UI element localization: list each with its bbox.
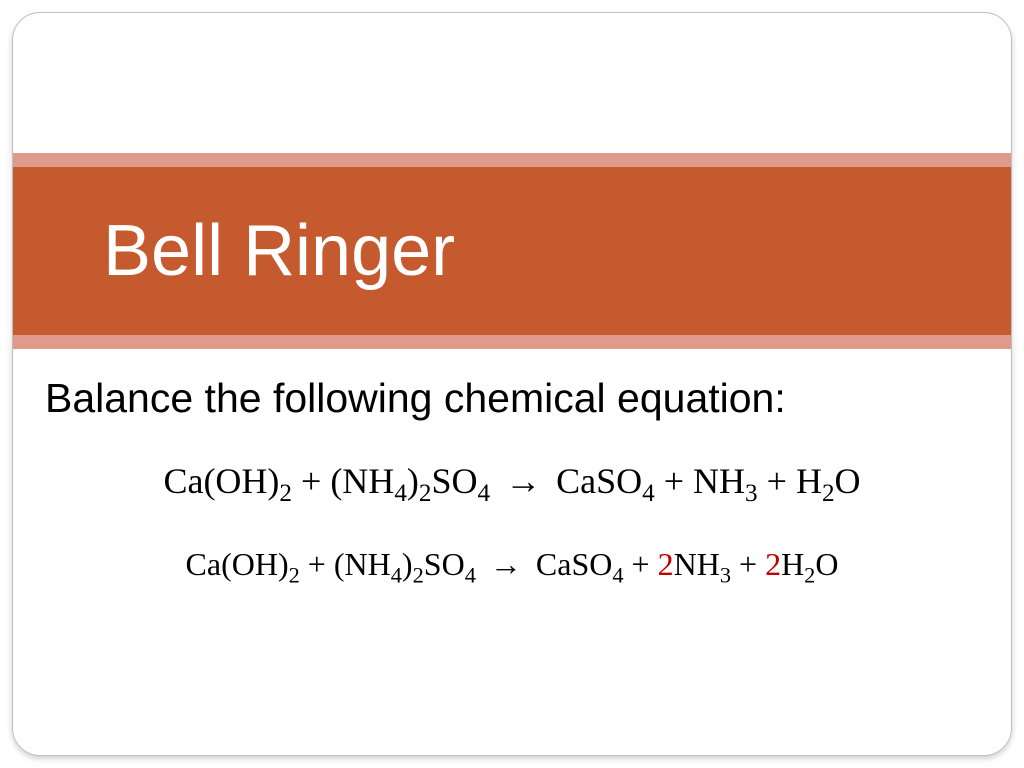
title-band-accent-top: [13, 153, 1011, 167]
equation-balanced: Ca(OH)2 + (NH4)2SO4 → CaSO4 + 2NH3 + 2H2…: [45, 546, 979, 583]
equation-unbalanced: Ca(OH)2 + (NH4)2SO4 → CaSO4 + NH3 + H2O: [45, 460, 979, 502]
instruction-text: Balance the following chemical equation:: [45, 375, 979, 422]
slide-content: Balance the following chemical equation:…: [45, 375, 979, 627]
title-band: Bell Ringer: [13, 167, 1011, 335]
slide-frame: Bell Ringer Balance the following chemic…: [12, 12, 1012, 756]
title-band-container: Bell Ringer: [13, 153, 1011, 349]
slide-title: Bell Ringer: [103, 210, 455, 292]
title-band-accent-bottom: [13, 335, 1011, 349]
